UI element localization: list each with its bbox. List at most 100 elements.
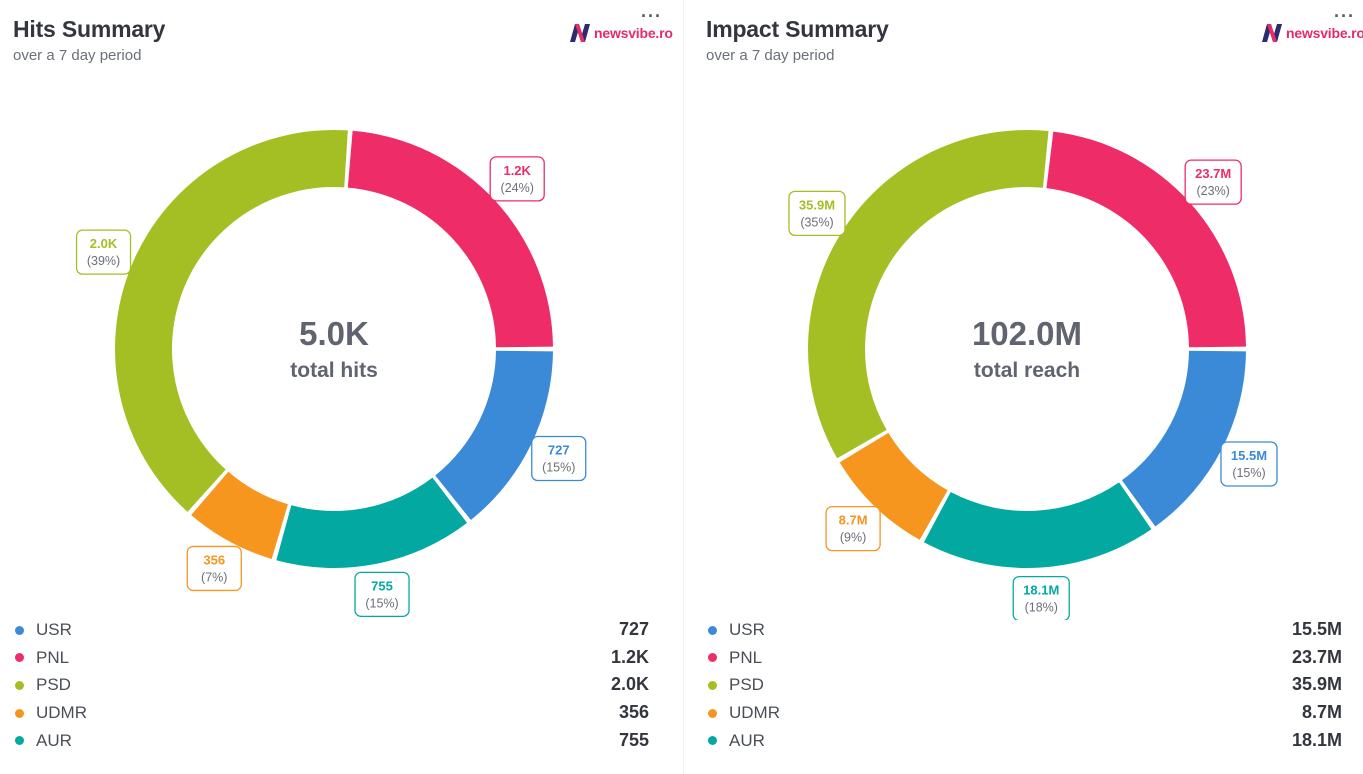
legend-item-udmr[interactable]: UDMR bbox=[13, 699, 87, 727]
legend-dot-icon bbox=[708, 625, 717, 635]
legend-item-aur[interactable]: AUR bbox=[13, 727, 72, 755]
donut-slice-pnl[interactable] bbox=[347, 130, 553, 348]
legend-item-pnl[interactable]: PNL bbox=[13, 644, 69, 672]
slice-label-usr: 727 (15%) bbox=[531, 435, 587, 482]
slice-value-label: 727 bbox=[548, 442, 570, 457]
legend-item-value: 2.0K bbox=[610, 674, 649, 695]
slice-label-aur: 18.1M (18%) bbox=[1012, 575, 1070, 620]
legend-item-psd[interactable]: PSD bbox=[13, 671, 71, 699]
legend-dot-icon bbox=[15, 736, 24, 746]
slice-label-box bbox=[788, 190, 846, 237]
legend-dot-icon bbox=[708, 653, 717, 663]
legend-dot-icon bbox=[15, 625, 24, 635]
slice-percent-label: (15%) bbox=[1232, 466, 1265, 480]
slice-label-aur: 755 (15%) bbox=[354, 571, 410, 617]
slice-value-label: 2.0K bbox=[90, 236, 118, 251]
more-options-button[interactable]: ··· bbox=[641, 6, 662, 26]
slice-label-pnl: 1.2K (24%) bbox=[489, 156, 545, 202]
slice-percent-label: (23%) bbox=[1197, 184, 1230, 198]
center-total-label: total reach bbox=[974, 359, 1080, 382]
legend-item-value: 15.5M bbox=[1291, 619, 1342, 639]
slice-value-label: 35.9M bbox=[799, 197, 835, 212]
slice-percent-label: (15%) bbox=[365, 596, 398, 610]
slice-value-label: 356 bbox=[203, 552, 225, 567]
legend-item-value: 8.7M bbox=[1301, 702, 1342, 723]
slice-label-usr: 15.5M (15%) bbox=[1220, 441, 1278, 487]
slice-percent-label: (24%) bbox=[501, 181, 534, 195]
legend-item-usr[interactable]: USR bbox=[13, 616, 72, 644]
legend-item-name: USR bbox=[36, 620, 72, 639]
legend-item-name: PNL bbox=[729, 647, 763, 667]
legend-item-pnl[interactable]: PNL bbox=[706, 644, 762, 672]
slice-label-udmr: 8.7M (9%) bbox=[825, 505, 881, 552]
donut-slice-udmr[interactable] bbox=[191, 471, 288, 559]
center-total-value: 5.0K bbox=[299, 315, 369, 352]
legend-item-value: 755 bbox=[618, 729, 649, 750]
donut-slice-psd[interactable] bbox=[808, 130, 1049, 459]
slice-value-label: 18.1M bbox=[1023, 583, 1059, 598]
legend-dot-icon bbox=[708, 680, 717, 690]
more-options-button[interactable]: ··· bbox=[1334, 6, 1355, 26]
slice-label-box bbox=[354, 571, 410, 617]
newsvibe-logo: newsvibe.ro bbox=[568, 22, 673, 44]
legend-item-name: USR bbox=[729, 620, 765, 639]
donut-slice-psd[interactable] bbox=[115, 130, 348, 512]
legend-dot-icon bbox=[708, 736, 717, 746]
slice-percent-label: (35%) bbox=[800, 215, 833, 229]
panel-title: Impact Summary bbox=[706, 16, 889, 42]
donut-slice-pnl[interactable] bbox=[1046, 131, 1246, 348]
slice-percent-label: (18%) bbox=[1025, 601, 1058, 615]
slice-percent-label: (7%) bbox=[201, 570, 227, 584]
donut-slice-usr[interactable] bbox=[435, 350, 553, 520]
hits-donut-chart: 727 (15%) 755 (15%) 356 (7%) 2.0K (39%) 1.2K (24%… bbox=[75, 130, 587, 617]
legend-item-psd[interactable]: PSD bbox=[706, 671, 764, 699]
legend-item-value: 727 bbox=[618, 619, 649, 639]
legend-item-name: UDMR bbox=[729, 703, 780, 723]
legend-item-name: UDMR bbox=[36, 703, 87, 723]
legend-item-aur[interactable]: AUR bbox=[706, 727, 765, 755]
newsvibe-n-logo-icon bbox=[1262, 24, 1282, 42]
legend-dot-icon bbox=[15, 708, 24, 718]
slice-label-box bbox=[531, 435, 587, 482]
donut-slice-usr[interactable] bbox=[1121, 350, 1246, 527]
donut-slice-udmr[interactable] bbox=[839, 432, 948, 540]
panel-subtitle: over a 7 day period bbox=[706, 47, 835, 64]
slice-label-box bbox=[75, 229, 132, 275]
newsvibe-logo: newsvibe.ro bbox=[1260, 22, 1363, 44]
legend-dot-icon bbox=[708, 708, 717, 718]
legend-item-name: AUR bbox=[729, 730, 765, 750]
slice-label-psd: 35.9M (35%) bbox=[788, 190, 846, 237]
legend-item-usr[interactable]: USR bbox=[706, 616, 765, 644]
panel-subtitle: over a 7 day period bbox=[13, 47, 142, 64]
slice-value-label: 15.5M bbox=[1231, 448, 1267, 463]
legend-item-name: AUR bbox=[36, 730, 72, 750]
impact-donut-chart: 15.5M (15%) 18.1M (18%) 8.7M (9%) 35.9M (35%) 23… bbox=[788, 130, 1278, 620]
hits-summary-panel: Hits Summary over a 7 day period newsvib… bbox=[0, 0, 681, 774]
slice-value-label: 23.7M bbox=[1195, 166, 1231, 181]
legend-item-value: 1.2K bbox=[610, 646, 649, 667]
legend-item-value: 23.7M bbox=[1291, 646, 1342, 667]
center-total-label: total hits bbox=[290, 359, 378, 382]
slice-label-box bbox=[825, 505, 881, 552]
donut-slice-aur[interactable] bbox=[276, 477, 468, 568]
slice-percent-label: (15%) bbox=[542, 460, 575, 474]
slice-label-box bbox=[1184, 159, 1242, 205]
slice-label-psd: 2.0K (39%) bbox=[75, 229, 132, 275]
legend-dot-icon bbox=[15, 653, 24, 663]
donut-slice-aur[interactable] bbox=[923, 482, 1152, 568]
slice-value-label: 8.7M bbox=[839, 513, 868, 528]
slice-label-box bbox=[1220, 441, 1278, 487]
slice-value-label: 755 bbox=[371, 578, 393, 593]
center-total-value: 102.0M bbox=[972, 315, 1082, 352]
logo-text: newsvibe.ro bbox=[594, 25, 673, 41]
impact-summary-panel: Impact Summary over a 7 day period newsv… bbox=[688, 0, 1363, 774]
slice-value-label: 1.2K bbox=[503, 163, 531, 178]
panel-divider bbox=[683, 0, 684, 774]
legend-item-name: PSD bbox=[36, 675, 71, 695]
legend-item-udmr[interactable]: UDMR bbox=[706, 699, 780, 727]
newsvibe-n-logo-icon bbox=[570, 24, 590, 42]
panel-title: Hits Summary bbox=[13, 16, 166, 42]
legend-item-name: PSD bbox=[729, 675, 764, 695]
legend-item-value: 18.1M bbox=[1291, 729, 1342, 750]
slice-percent-label: (39%) bbox=[87, 254, 120, 268]
